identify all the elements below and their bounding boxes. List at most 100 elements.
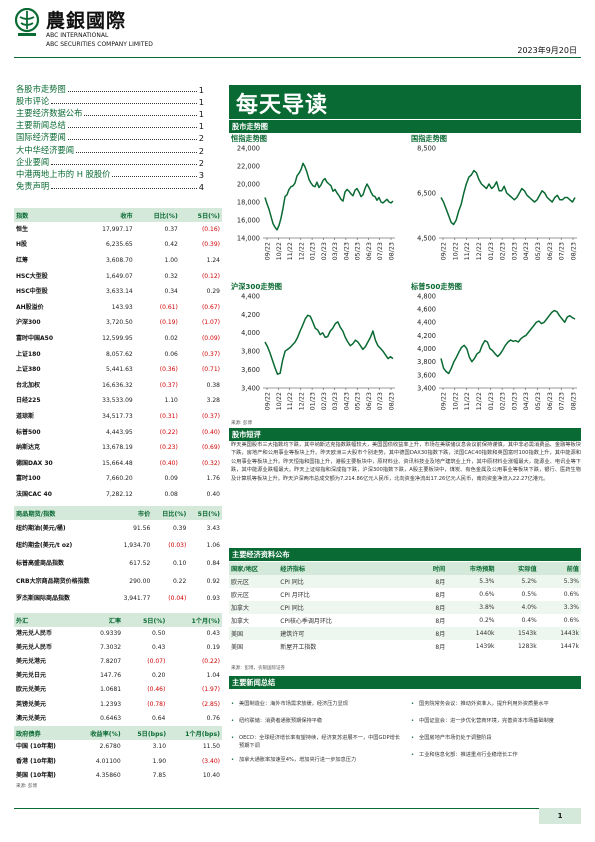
y-tick-label: 20,000	[237, 180, 260, 188]
table-row: 台北加权 16,636.32 (0.37) 0.38	[14, 378, 222, 394]
toc-item-title[interactable]: 免责声明	[16, 180, 50, 191]
cell-value: 0.50	[151, 630, 166, 638]
toc-item-title[interactable]: 大中华经济要闻	[16, 144, 75, 155]
cell-value: 0.2%	[479, 617, 495, 624]
toc-item-title[interactable]: 各股市走势图	[16, 84, 66, 95]
row-label: 港元兑人民币	[16, 630, 53, 638]
y-tick-label: 8,500	[417, 144, 436, 152]
bullet-icon: •	[411, 701, 415, 707]
table-row: 标普500 4,443.95 (0.22) (0.40)	[14, 425, 222, 441]
news-headline[interactable]: 纽约联储：消费者通胀预期保持平稳	[239, 718, 323, 724]
toc-item[interactable]: 大中华经济要闻 2	[16, 143, 204, 156]
news-headline[interactable]: 国务院常务会议：推动外资准入，提升利用外资质量水平	[419, 701, 549, 707]
cell-value: 0.20	[151, 672, 166, 680]
toc-item-title[interactable]: 中港两地上市的 H 股股价	[16, 168, 111, 179]
column-header: 5日(%)	[142, 617, 166, 625]
x-tick-label: 01/23	[487, 242, 495, 260]
cell-value: 8月	[435, 618, 446, 625]
row-label: 富时中国A50	[16, 334, 53, 342]
cell-value: 0.38	[206, 381, 220, 389]
cell-value: (0.69)	[201, 444, 220, 452]
x-tick-label: 08/23	[570, 242, 578, 260]
news-item[interactable]: • 国务院常务会议：推动外资准入，提升利用外资质量水平	[411, 700, 581, 708]
cell-value: (0.71)	[201, 366, 220, 374]
toc-item[interactable]: 企业要闻 2	[16, 156, 204, 168]
toc-item[interactable]: 国际经济要闻 2	[16, 131, 204, 143]
cell-value: (0.32)	[201, 459, 220, 467]
cell-value: 0.9339	[100, 630, 122, 638]
news-item[interactable]: • 纽约联储：消费者通胀预期保持平稳	[231, 717, 403, 725]
toc-item[interactable]: 股市评论 1	[16, 95, 204, 107]
news-item[interactable]: • 工业和信息化部：推进重点行业稳增长工作	[411, 751, 581, 759]
toc-item[interactable]: 免责声明 4	[16, 180, 204, 192]
news-item[interactable]: • OECD：全球经济增长率有望持续，经济复苏进展不一，中国GDP增长预期下调	[231, 734, 403, 750]
column-header: 国家/地区	[229, 562, 279, 575]
toc-item-title[interactable]: 股市评论	[16, 96, 50, 107]
bullet-icon: •	[411, 735, 415, 741]
news-headline[interactable]: 工业和信息化部：推进重点行业稳增长工作	[419, 752, 518, 758]
news-headline[interactable]: 全国房地产市场仍处于调整阶段	[419, 735, 492, 741]
column-header: 时间	[405, 562, 448, 575]
cell-value: 0.08	[164, 490, 178, 498]
toc-item-title[interactable]: 主要新闻总结	[16, 120, 66, 131]
cell-value: 1.0681	[100, 686, 122, 694]
table-header-row: 国家/地区 经济指标 时间 市场预期 实际值 前值	[229, 562, 581, 575]
cell-value: (0.39)	[201, 241, 220, 249]
toc-leader-dots	[112, 175, 197, 177]
cell-value: 1.04	[206, 672, 220, 680]
news-headline[interactable]: OECD：全球经济增长率有望持续，经济复苏进展不一，中国GDP增长预期下调	[239, 735, 400, 749]
cell-value: 欧元区	[229, 575, 279, 588]
commentary-section-header: 股市短评	[229, 428, 581, 441]
table-row: 中国 (10年期) 2.6780 3.10 11.50	[14, 740, 222, 755]
cell-value: (0.37)	[201, 350, 220, 358]
news-headline[interactable]: 美国制造业：海外市场需求放缓，经济压力显现	[239, 701, 348, 707]
chart-title: 国指走势图	[411, 134, 447, 143]
cell-value: 5,441.63	[106, 366, 133, 374]
cell-value: 0.39	[172, 524, 187, 532]
series-line	[264, 314, 394, 375]
toc-item[interactable]: 中港两地上市的 H 股股价 3	[16, 168, 204, 180]
table-row: 德国DAX 30 15,664.48 (0.40) (0.32)	[14, 456, 222, 472]
cell-value: CPI核心季调月环比	[280, 618, 332, 625]
cell-value: 1,649.07	[106, 272, 133, 280]
column-header: 经济指标	[278, 562, 405, 575]
news-item[interactable]: • 加拿大通胀率加速至4%，增加央行进一步加息压力	[231, 756, 403, 764]
cell-value: 34,517.73	[102, 412, 133, 420]
row-label: 英镑兑美元	[16, 700, 47, 708]
news-item[interactable]: • 美国制造业：海外市场需求放缓，经济压力显现	[231, 700, 403, 708]
news-headline[interactable]: 中国证监会：进一步优化营商环境，完善资本市场基础制度	[419, 718, 554, 724]
table-of-contents: 各股市走势图 1 股市评论 1 主要经济数据公布 1 主要新闻总结 1 国际经济要闻 2 大中华经济…	[16, 83, 204, 192]
cell-value: 13,678.19	[102, 444, 133, 452]
cell-value: 美国	[229, 627, 279, 640]
x-tick-label: 02/23	[320, 242, 328, 260]
cell-value: 1.24	[206, 256, 220, 264]
cell-value: 91.56	[133, 524, 151, 532]
toc-item[interactable]: 主要新闻总结 1	[16, 119, 204, 131]
toc-item-title[interactable]: 企业要闻	[16, 156, 50, 167]
y-tick-label: 16,000	[237, 216, 260, 224]
news-item[interactable]: • 中国证监会：进一步优化营商环境，完善资本市场基础制度	[411, 717, 581, 725]
x-tick-label: 03/23	[510, 242, 518, 260]
toc-leader-dots	[67, 127, 197, 129]
toc-item[interactable]: 各股市走势图 1	[16, 83, 204, 95]
abc-logo-icon	[14, 8, 40, 36]
cell-value: 1.10	[164, 397, 178, 405]
cell-value: 6,235.65	[106, 241, 133, 249]
cell-value: 0.93	[206, 595, 220, 603]
charts-section-title: 股市走势图	[229, 120, 581, 133]
toc-leader-dots	[67, 91, 197, 93]
table-row: AH股溢价 143.93 (0.61) (0.67)	[14, 300, 222, 316]
cell-value: (0.03)	[168, 542, 187, 550]
toc-item-title[interactable]: 国际经济要闻	[16, 132, 66, 143]
row-label: H股	[16, 241, 28, 249]
row-label: 中国 (10年期)	[16, 743, 56, 751]
cell-value: 7,282.12	[106, 490, 133, 498]
news-headline[interactable]: 加拿大通胀率加速至4%，增加央行进一步加息压力	[239, 757, 357, 763]
toc-item[interactable]: 主要经济数据公布 1	[16, 107, 204, 119]
toc-item-title[interactable]: 主要经济数据公布	[16, 108, 83, 119]
row-label: 上证380	[16, 366, 41, 374]
table-header-row: 商品期货/指数 市价 日比(%) 5日(%)	[14, 506, 222, 520]
news-item[interactable]: • 全国房地产市场仍处于调整阶段	[411, 734, 581, 742]
cell-value: 3.28	[206, 397, 220, 405]
